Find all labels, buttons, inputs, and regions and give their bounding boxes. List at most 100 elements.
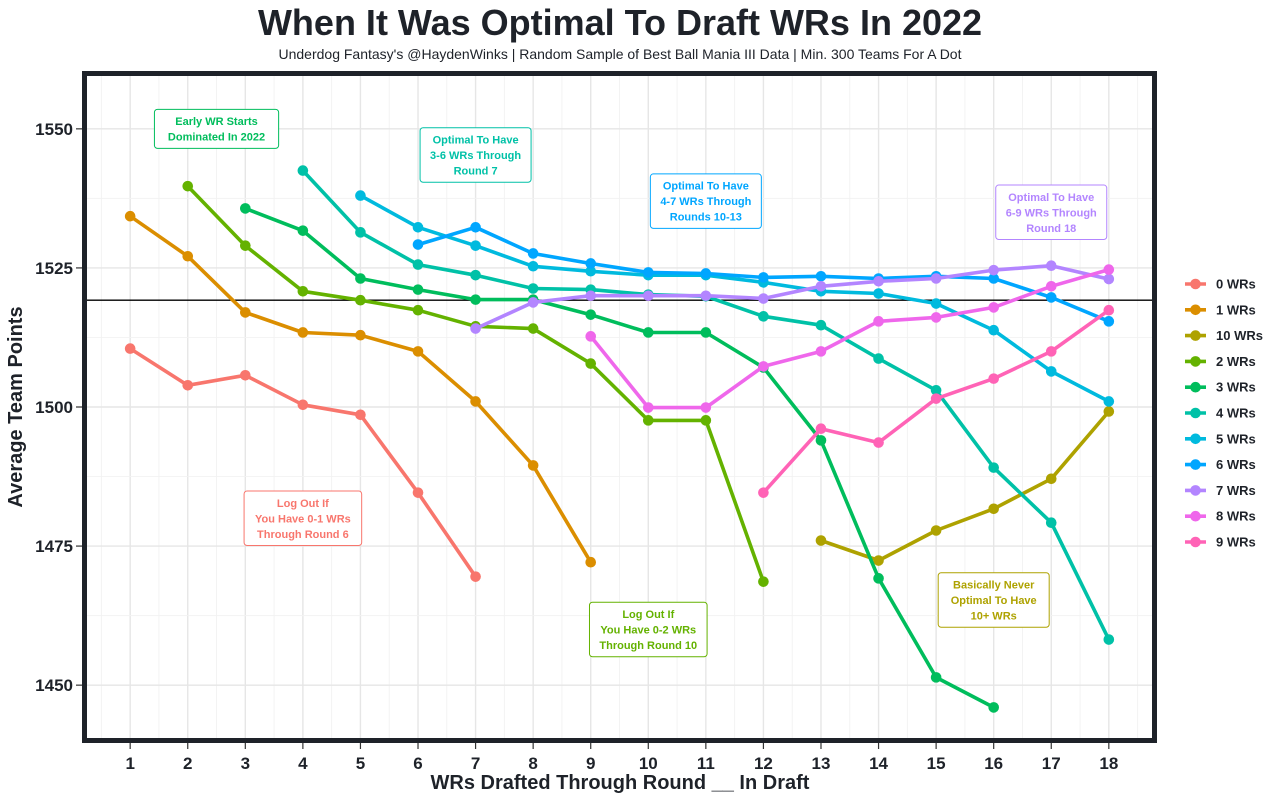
data-point: [988, 462, 999, 473]
data-point: [585, 358, 597, 369]
data-point: [988, 503, 999, 515]
x-tick-label: 9: [586, 754, 595, 773]
data-point: [1045, 473, 1057, 485]
data-point: [527, 260, 539, 272]
data-point: [700, 268, 712, 279]
y-axis: 1450 1475 1500 1525 1550: [35, 120, 82, 695]
series-6-wrs: [412, 222, 1115, 327]
data-point: [412, 259, 424, 270]
data-point: [1045, 280, 1057, 292]
data-point: [988, 302, 999, 313]
x-tick-label: 15: [927, 754, 946, 773]
x-tick-label: 10: [639, 754, 658, 773]
x-tick-label: 7: [471, 754, 480, 773]
data-point: [297, 285, 309, 297]
data-point: [1103, 634, 1115, 645]
data-point: [1045, 366, 1057, 377]
series-line: [473, 263, 1111, 331]
chart-subtitle: Underdog Fantasy's @HaydenWinks | Random…: [279, 46, 962, 62]
data-point: [412, 304, 424, 316]
legend-key-point: [1190, 304, 1201, 316]
x-tick-label: 18: [1099, 754, 1118, 773]
data-point: [1103, 396, 1115, 407]
legend-item: 9 WRs: [1185, 535, 1256, 550]
legend-key-point: [1190, 536, 1201, 548]
data-point: [873, 437, 884, 448]
data-point: [1103, 273, 1115, 285]
legend-key-point: [1190, 356, 1201, 367]
annotation-text: Through Round 6: [257, 529, 349, 541]
data-point: [815, 280, 827, 292]
data-point: [585, 309, 597, 320]
x-tick-label: 2: [183, 754, 192, 773]
legend-label: 6 WRs: [1216, 457, 1256, 472]
data-point: [758, 293, 769, 304]
data-point: [1103, 304, 1115, 316]
legend-item: 4 WRs: [1185, 406, 1256, 421]
annotation-text: 10+ WRs: [971, 611, 1017, 623]
annotation-label: Basically Never Optimal To Have 10+ WRs: [937, 572, 1050, 628]
data-point: [124, 210, 136, 222]
data-point: [355, 294, 366, 306]
y-tick-label: 1475: [35, 537, 73, 556]
data-point: [585, 331, 597, 342]
data-point: [355, 190, 366, 201]
legend-key-point: [1190, 330, 1201, 341]
data-point: [873, 555, 884, 566]
annotation-box: [419, 127, 532, 183]
annotation-label: Optimal To Have 4-7 WRs Through Rounds 10-…: [649, 173, 762, 229]
annotations-group: Early WR Starts Dominated In 2022 Optimal …: [153, 108, 1108, 658]
data-point: [240, 307, 251, 318]
data-point: [470, 222, 481, 233]
data-point: [470, 294, 481, 305]
x-axis: 1 2 3 4 5 6 7 8 9 10 11 12 13 14 15 16 17 18: [125, 743, 1118, 773]
legend-item: 3 WRs: [1185, 380, 1256, 395]
data-point: [700, 290, 712, 302]
data-point: [930, 298, 942, 309]
legend-label: 10 WRs: [1216, 328, 1263, 343]
annotation-text: Log Out If: [277, 498, 329, 510]
annotation-text: 6-9 WRs Through: [1006, 207, 1097, 219]
data-point: [815, 346, 827, 357]
data-point: [758, 487, 769, 498]
data-point: [700, 327, 712, 338]
annotation-text: Optimal To Have: [951, 595, 1037, 607]
data-point: [412, 284, 424, 295]
y-tick-label: 1525: [35, 259, 73, 278]
data-point: [815, 535, 827, 546]
annotation-text: Round 18: [1026, 223, 1076, 235]
data-point: [1045, 292, 1057, 303]
data-point: [873, 288, 884, 299]
x-tick-label: 5: [356, 754, 365, 773]
x-tick-label: 16: [984, 754, 1003, 773]
data-point: [470, 571, 481, 582]
annotation-text: Optimal To Have: [1008, 192, 1094, 204]
legend-label: 4 WRs: [1216, 406, 1256, 421]
series-0-wrs: [124, 343, 481, 582]
data-point: [355, 329, 366, 341]
data-point: [815, 435, 827, 446]
legend-item: 0 WRs: [1185, 277, 1256, 292]
annotation-text: Round 7: [454, 165, 498, 177]
chart-title: When It Was Optimal To Draft WRs In 2022: [258, 2, 982, 43]
data-point: [758, 272, 769, 283]
data-point: [527, 297, 539, 308]
data-point: [700, 402, 712, 413]
y-tick-label: 1500: [35, 398, 73, 417]
data-point: [642, 290, 654, 302]
data-point: [758, 311, 769, 322]
annotation-text: 4-7 WRs Through: [660, 196, 751, 208]
annotation-label: Log Out If You Have 0-2 WRs Through Round …: [588, 601, 708, 658]
data-point: [470, 240, 481, 251]
data-point: [758, 576, 769, 587]
data-point: [355, 273, 366, 284]
data-point: [1103, 406, 1115, 417]
annotation-text: Optimal To Have: [663, 181, 749, 193]
legend-key-point: [1190, 459, 1201, 470]
legend-key-point: [1190, 485, 1201, 496]
data-point: [527, 248, 539, 259]
annotation-box: [588, 601, 708, 658]
data-point: [470, 323, 481, 334]
x-tick-label: 13: [812, 754, 831, 773]
data-point: [700, 415, 712, 426]
